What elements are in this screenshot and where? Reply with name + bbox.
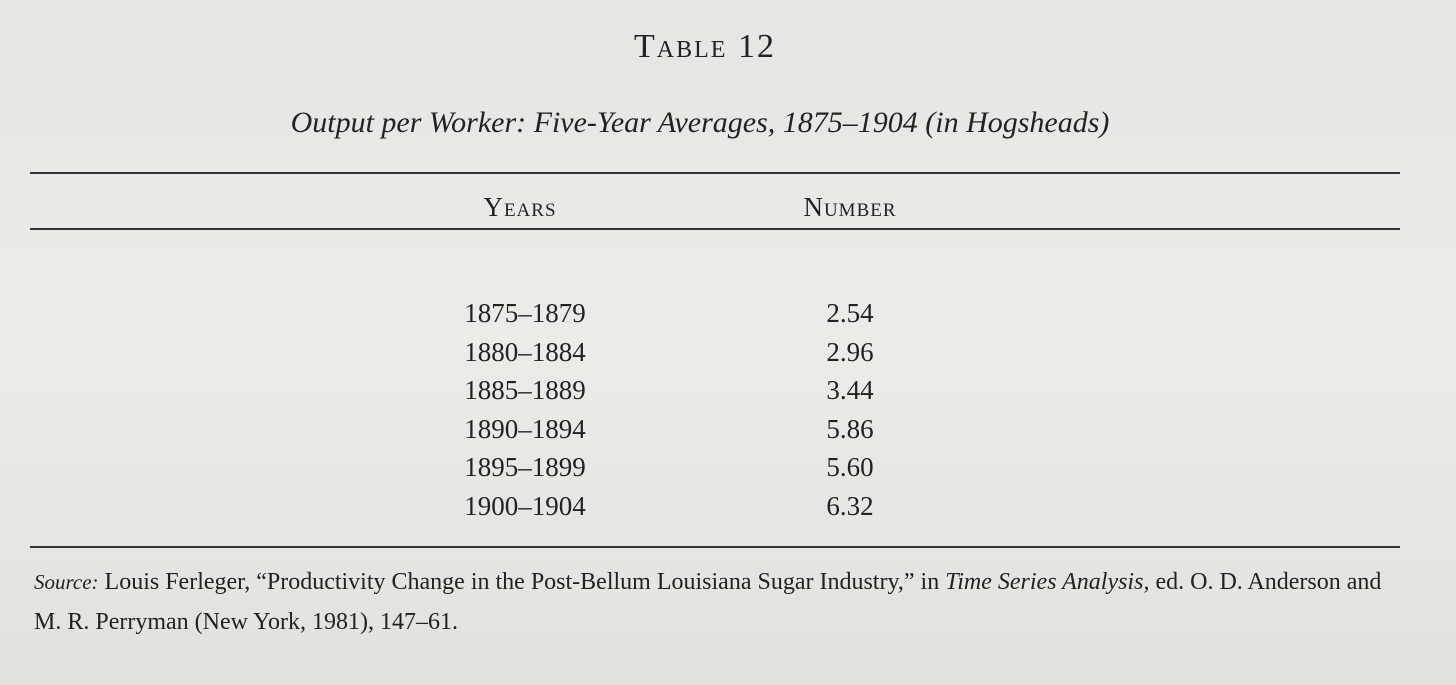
number-cell: 5.60: [826, 452, 874, 482]
years-cell: 1880–1884: [464, 336, 586, 367]
number-cell: 3.44: [826, 375, 874, 405]
number-cell: 2.96: [826, 336, 874, 367]
years-cell: 1885–1889: [464, 375, 586, 405]
years-cell: 1900–1904: [464, 490, 586, 521]
source-work: Time Series Analysis,: [945, 569, 1150, 595]
number-cell: 6.32: [826, 490, 874, 521]
source-label: Source:: [34, 570, 99, 594]
years-cell: 1890–1894: [464, 413, 586, 444]
number-cell: 2.54: [826, 298, 874, 328]
rule: [30, 228, 1400, 230]
source-text: ed. O. D. Anderson and M. R. Perryman (N…: [34, 569, 1382, 635]
rule: [30, 546, 1400, 548]
table-label: Table 12: [634, 28, 776, 65]
years-cell: 1875–1879: [464, 298, 586, 328]
table-caption: Output per Worker: Five-Year Averages, 1…: [290, 106, 1110, 139]
years-cell: 1895–1899: [464, 452, 586, 482]
number-cell: 5.86: [826, 413, 874, 444]
source-note: Source: Louis Ferleger, “Productivity Ch…: [34, 562, 1414, 642]
column-header: Years: [483, 192, 557, 222]
source-text: Louis Ferleger, “Productivity Change in …: [104, 569, 940, 595]
rule: [30, 172, 1400, 174]
column-header: Number: [803, 192, 897, 222]
